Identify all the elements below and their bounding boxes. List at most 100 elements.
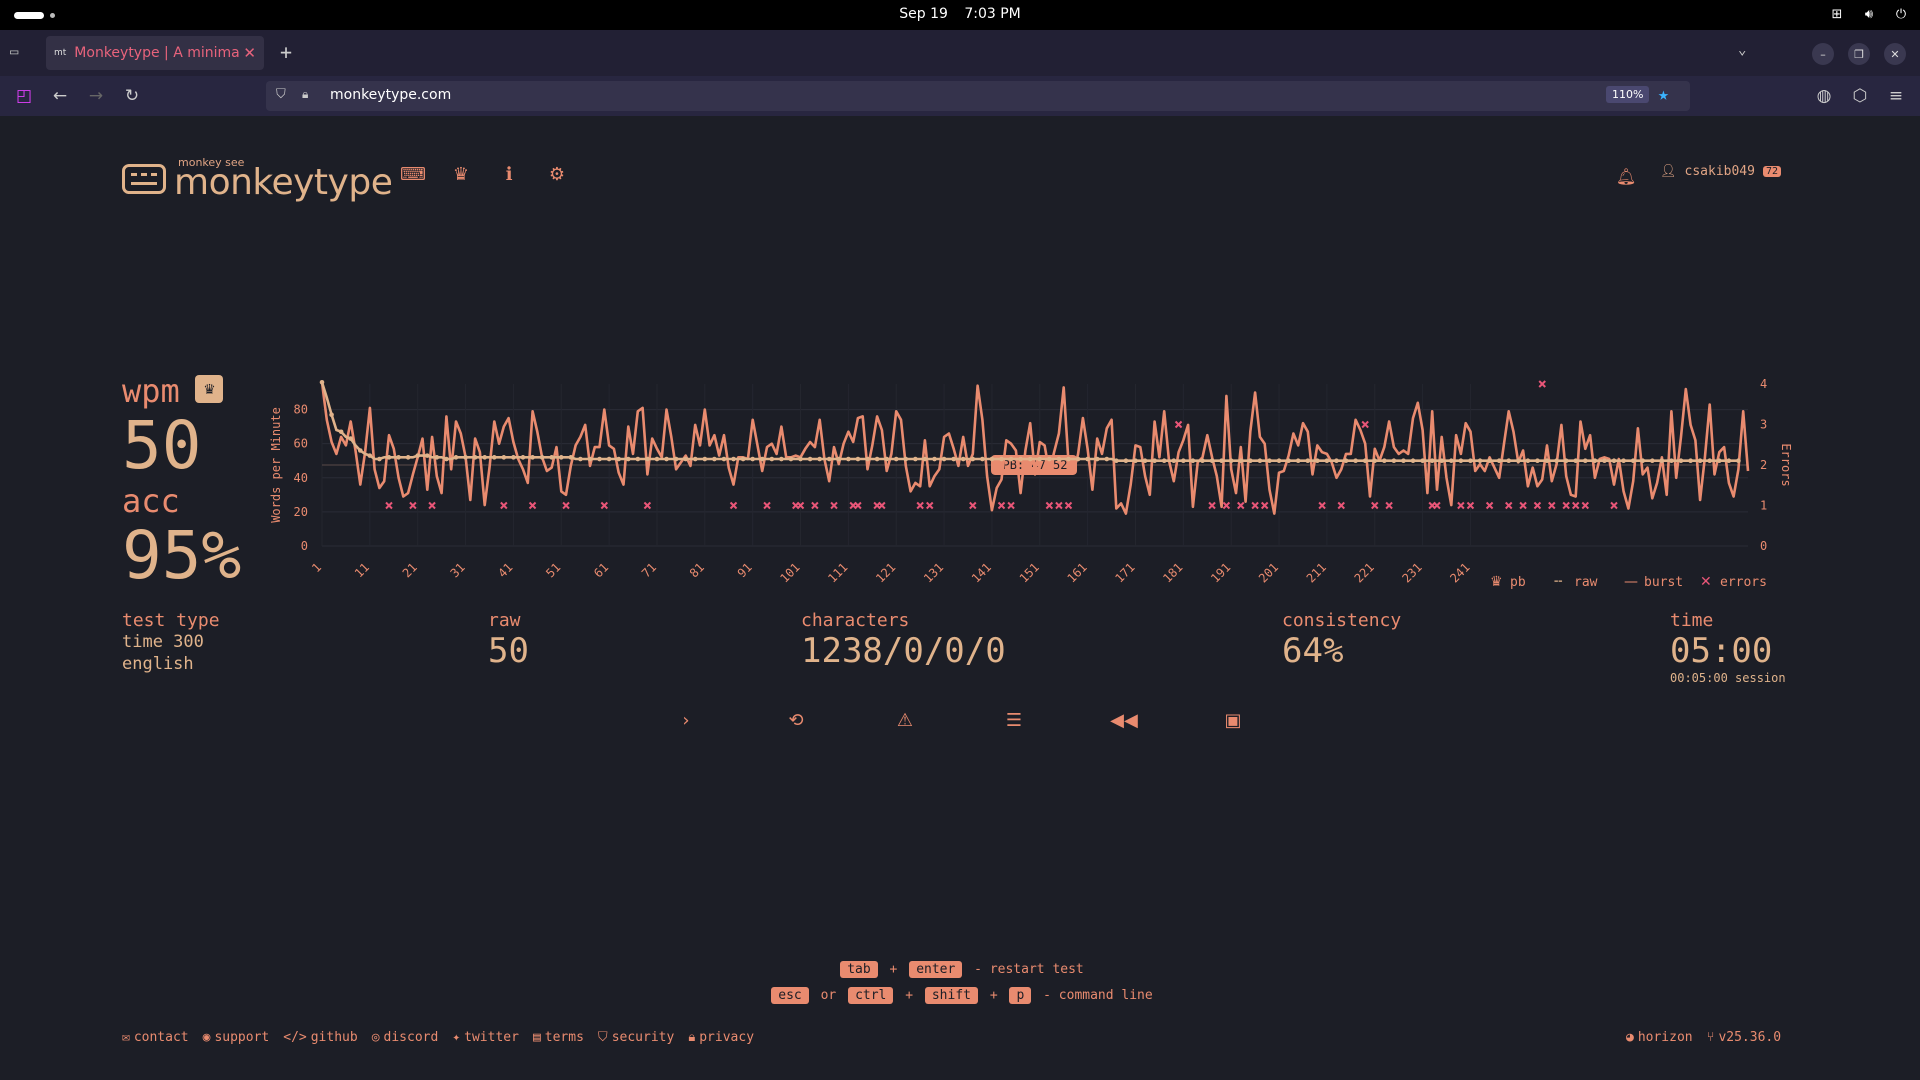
footer-contact[interactable]: ✉ contact bbox=[122, 1030, 189, 1045]
forward-icon[interactable]: → bbox=[88, 86, 104, 106]
y2-tick-label: 0 bbox=[1760, 539, 1767, 553]
raw-point bbox=[1611, 458, 1617, 464]
raw-point bbox=[1018, 456, 1023, 462]
minimize-icon[interactable]: – bbox=[1812, 43, 1834, 65]
account-button[interactable]: 👤︎ csakib049 72 bbox=[1660, 164, 1782, 179]
raw-point bbox=[712, 456, 717, 462]
lock-icon[interactable]: 🔒︎ bbox=[302, 87, 309, 101]
back-icon[interactable]: ← bbox=[52, 86, 68, 106]
sidebar-icon[interactable]: ◰ bbox=[15, 86, 33, 106]
repeat-test-icon[interactable]: ⟲ bbox=[788, 709, 804, 731]
replay-rewind-icon[interactable]: ◀◀ bbox=[1110, 709, 1138, 731]
reload-icon[interactable]: ↻ bbox=[124, 86, 140, 106]
extension-globe-icon[interactable]: ◍ bbox=[1816, 86, 1832, 106]
system-tray[interactable]: ⊞ 🔊︎ ⏻ bbox=[1828, 5, 1910, 23]
footer-security[interactable]: ⛉ security bbox=[597, 1030, 675, 1045]
settings-gear-icon[interactable]: ⚙ bbox=[548, 163, 566, 185]
error-stroke bbox=[1548, 501, 1556, 510]
network-icon[interactable]: ⊞ bbox=[1831, 6, 1843, 22]
restore-icon[interactable]: ❐ bbox=[1848, 43, 1870, 65]
raw-point bbox=[357, 448, 363, 453]
close-tab-icon[interactable]: ✕ bbox=[243, 44, 256, 62]
new-tab-icon[interactable]: + bbox=[280, 40, 293, 64]
bookmark-star-icon[interactable]: ★ bbox=[1658, 84, 1669, 105]
footer-privacy[interactable]: 🔒︎ privacy bbox=[688, 1030, 755, 1045]
system-clock[interactable]: Sep 19 7:03 PM bbox=[0, 6, 1920, 22]
tab-monkeytype[interactable]: mt Monkeytype | A minimalistic ✕ bbox=[46, 36, 264, 70]
pb-crown-icon[interactable]: ♛ bbox=[195, 375, 224, 403]
url-text[interactable]: monkeytype.com bbox=[330, 87, 452, 103]
raw-point bbox=[616, 456, 621, 462]
menu-icon[interactable]: ≡ bbox=[1888, 86, 1904, 106]
footer-discord[interactable]: ◎ discord bbox=[371, 1030, 439, 1045]
footer-github[interactable]: </> github bbox=[283, 1030, 358, 1045]
tab-overview-icon[interactable]: ▭ bbox=[10, 44, 19, 60]
extensions-icon[interactable]: ⬡ bbox=[1852, 86, 1868, 106]
footer-links: ✉ contact ◉ support </> github ◎ discord ✦ tw… bbox=[122, 1030, 754, 1045]
error-mark bbox=[763, 501, 771, 510]
version-button[interactable]: ⑂ v25.36.0 bbox=[1706, 1030, 1782, 1045]
session-time: 00:05:00 session bbox=[1670, 671, 1786, 685]
raw-point bbox=[1602, 458, 1607, 464]
activities-indicator[interactable] bbox=[14, 12, 44, 19]
y2-tick-label: 3 bbox=[1760, 418, 1767, 432]
error-mark bbox=[1260, 501, 1269, 510]
error-stroke bbox=[1222, 501, 1231, 510]
x-tick-label: 151 bbox=[1017, 560, 1042, 585]
error-mark bbox=[1251, 501, 1259, 510]
raw-point bbox=[1305, 458, 1311, 464]
system-top-bar: Sep 19 7:03 PM ⊞ 🔊︎ ⏻ bbox=[0, 0, 1920, 30]
acc-value: 95% bbox=[122, 517, 242, 594]
bell-icon[interactable]: 🔔︎ bbox=[1615, 166, 1637, 186]
y2-tick-label: 4 bbox=[1760, 377, 1767, 391]
footer-terms[interactable]: ▤ terms bbox=[532, 1030, 584, 1045]
raw-point bbox=[673, 456, 679, 462]
error-stroke bbox=[763, 501, 771, 510]
error-stroke bbox=[1174, 420, 1183, 429]
error-stroke bbox=[1385, 501, 1393, 510]
raw-point bbox=[1267, 458, 1272, 464]
raw-point bbox=[1563, 458, 1569, 464]
raw-point bbox=[1554, 458, 1559, 464]
monkeytype-page: monkey see monkeytype ⌨ ♛ ℹ ⚙ 🔔︎ 👤︎ csak… bbox=[0, 116, 1920, 1080]
raw-point bbox=[1678, 458, 1684, 464]
words-history-icon[interactable]: ☰ bbox=[1005, 709, 1023, 731]
footer-twitter[interactable]: ✦ twitter bbox=[452, 1030, 519, 1045]
raw-point bbox=[740, 456, 746, 462]
next-test-icon[interactable]: › bbox=[682, 709, 690, 731]
keyboard-icon[interactable]: ⌨ bbox=[400, 163, 426, 185]
raw-point bbox=[1324, 458, 1330, 464]
footer-support[interactable]: ◉ support bbox=[202, 1030, 270, 1045]
y-tick-label: 20 bbox=[294, 505, 308, 519]
consistency-stat: consistency 64% bbox=[1282, 610, 1401, 671]
zoom-badge[interactable]: 110% bbox=[1606, 86, 1650, 103]
error-mark bbox=[528, 501, 537, 510]
volume-icon[interactable]: 🔊︎ bbox=[1864, 6, 1874, 22]
raw-point bbox=[951, 456, 956, 462]
raw-point bbox=[1181, 458, 1186, 464]
error-stroke bbox=[796, 501, 805, 510]
close-window-icon[interactable]: ✕ bbox=[1884, 43, 1906, 65]
raw-point bbox=[1372, 458, 1378, 464]
raw-point bbox=[1659, 458, 1665, 464]
crown-icon[interactable]: ♛ bbox=[452, 163, 470, 185]
raw-point bbox=[874, 456, 880, 462]
raw-point bbox=[1362, 458, 1368, 464]
raw-point bbox=[1343, 458, 1349, 464]
url-bar[interactable]: ⛉ 🔒︎ monkeytype.com 110% ★ bbox=[266, 81, 1690, 111]
logo-tagline: monkey see bbox=[178, 156, 245, 169]
report-warning-icon[interactable]: ⚠ bbox=[896, 709, 914, 731]
list-tabs-icon[interactable]: ⌄ bbox=[1738, 42, 1747, 58]
theme-button[interactable]: ◕ horizon bbox=[1626, 1030, 1693, 1045]
error-mark bbox=[854, 501, 862, 510]
raw-point bbox=[1707, 458, 1713, 464]
error-mark bbox=[1485, 501, 1494, 510]
power-icon[interactable]: ⏻ bbox=[1895, 6, 1907, 22]
info-icon[interactable]: ℹ bbox=[505, 163, 513, 185]
shield-icon[interactable]: ⛉ bbox=[276, 87, 286, 102]
raw-point bbox=[1142, 458, 1148, 464]
x-tick-label: 51 bbox=[543, 560, 563, 580]
error-stroke bbox=[1371, 501, 1379, 510]
screenshot-image-icon[interactable]: ▣ bbox=[1224, 709, 1242, 731]
